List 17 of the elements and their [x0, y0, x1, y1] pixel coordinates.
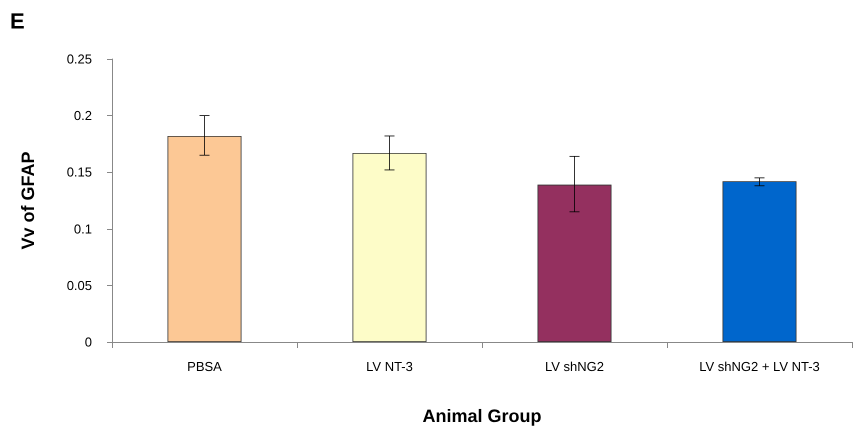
- y-tick-label: 0.15: [66, 164, 92, 180]
- y-tick-label: 0: [84, 334, 92, 350]
- bar: [538, 184, 612, 342]
- x-tick-label: LV NT-3: [366, 359, 413, 374]
- x-tick-label: LV shNG2 + LV NT-3: [699, 359, 820, 374]
- bar: [722, 181, 796, 342]
- x-axis-title: Animal Group: [422, 406, 542, 426]
- x-tick-label: LV shNG2: [544, 359, 604, 374]
- y-tick-label: 0.25: [66, 52, 92, 66]
- x-tick-label: PBSA: [187, 359, 222, 374]
- y-tick-label: 0.2: [74, 108, 92, 124]
- bar: [352, 152, 426, 342]
- y-axis-title: Vv of GFAP: [18, 151, 38, 250]
- bar: [168, 136, 242, 342]
- y-tick-label: 0.05: [66, 278, 92, 293]
- text: E: [10, 8, 25, 34]
- y-tick-label: 0.1: [74, 221, 92, 236]
